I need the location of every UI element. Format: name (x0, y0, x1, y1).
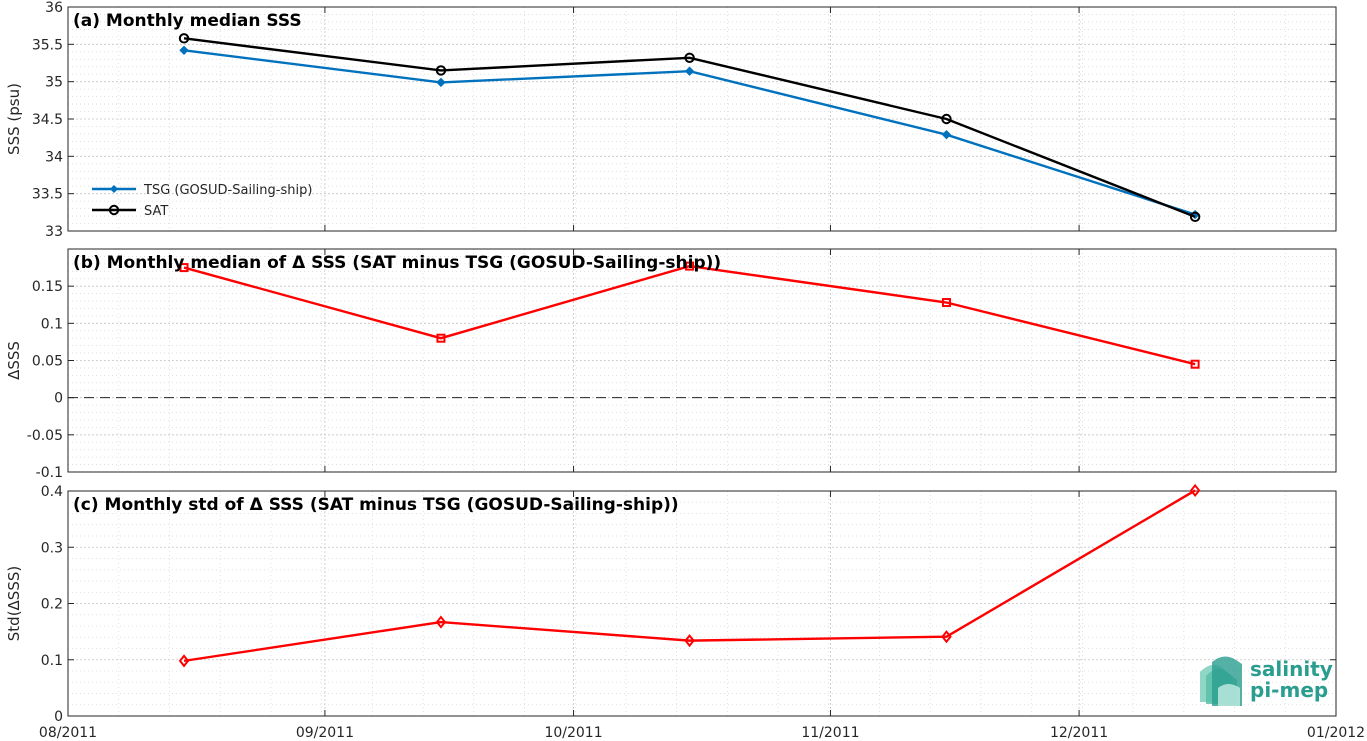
y-tick-label: 33.5 (32, 187, 63, 203)
data-point (179, 263, 189, 273)
panel-b: -0.1 -0.05 0 0.05 0.1 0.15 ΔSSS (b) Monthly med… (5, 248, 1337, 481)
legend-marker (110, 185, 118, 193)
data-point (436, 77, 446, 88)
x-tick-label: 12/2011 (1050, 725, 1108, 741)
series-tsg-gosud-sailing-ship- (179, 45, 1200, 220)
data-point (684, 66, 695, 76)
data-point (941, 630, 952, 644)
y-tick-label: -0.1 (36, 465, 63, 481)
y-tick-label: 0.2 (41, 597, 63, 613)
series-line (183, 264, 1196, 366)
data-point (435, 65, 447, 76)
y-tick-label: 33 (45, 224, 63, 240)
series-sat (178, 33, 1201, 223)
y-tick-label: 0 (54, 391, 63, 407)
data-point (435, 615, 447, 629)
series-delta-0 (178, 483, 1201, 668)
data-point (941, 129, 952, 140)
data-point (1189, 483, 1201, 498)
series-delta-0 (179, 261, 1200, 369)
series-line (183, 37, 1196, 218)
x-axis: 08/2011 09/2011 10/2011 11/2011 12/2011 01/20… (39, 725, 1365, 741)
data-point (436, 333, 446, 343)
y-tick-label: -0.05 (27, 428, 63, 444)
x-tick-label: 01/2012 (1307, 725, 1365, 741)
y-tick-label: 36 (45, 0, 63, 16)
data-point (178, 654, 190, 668)
y-tick-label: 0.15 (32, 279, 63, 295)
y-tick-label: 0.3 (41, 540, 63, 556)
y-axis-label: SSS (psu) (5, 83, 23, 155)
y-tick-label: 35.5 (32, 37, 63, 53)
data-point (685, 261, 695, 271)
y-tick-label: 34 (45, 149, 63, 165)
legend-label: TSG (GOSUD-Sailing-ship) (143, 183, 312, 198)
data-point (941, 298, 951, 308)
y-tick-label: 0.05 (32, 354, 63, 370)
chart-panels: 33 33.5 34 34.5 35 35.5 36 SSS (psu) (a) Monthly… (5, 0, 1337, 725)
logo-line2: pi-mep (1250, 678, 1328, 702)
panel-title: (c) Monthly std of Δ SSS (SAT minus TSG … (73, 495, 679, 515)
panel-c: 0 0.1 0.2 0.3 0.4 Std(ΔSSS) (c) Monthly std of… (5, 483, 1337, 725)
data-point (684, 52, 695, 63)
panel-title: (b) Monthly median of Δ SSS (SAT minus T… (73, 253, 721, 273)
legend-label: SAT (144, 204, 168, 219)
panel-title: (a) Monthly median SSS (73, 11, 302, 31)
x-tick-label: 09/2011 (296, 725, 354, 741)
data-point (178, 33, 190, 44)
legend-marker (108, 204, 120, 216)
logo-line1: salinity (1250, 657, 1333, 681)
y-tick-label: 0.1 (41, 653, 63, 669)
series-line (183, 489, 1196, 663)
data-point (179, 45, 189, 56)
y-axis-label: ΔSSS (5, 341, 23, 380)
data-point (1189, 211, 1201, 223)
y-tick-label: 0.4 (41, 484, 63, 500)
x-tick-label: 08/2011 (39, 725, 97, 741)
y-tick-label: 0 (54, 709, 63, 725)
y-tick-label: 35 (45, 75, 63, 91)
x-tick-label: 10/2011 (544, 725, 602, 741)
legend: TSG (GOSUD-Sailing-ship) SAT (92, 183, 312, 219)
y-tick-label: 34.5 (32, 112, 63, 128)
data-point (941, 113, 952, 125)
data-point (684, 634, 695, 648)
y-tick-label: 0.1 (41, 316, 63, 332)
panel-a: 33 33.5 34 34.5 35 35.5 36 SSS (psu) (a) Monthly… (5, 0, 1337, 240)
data-point (1190, 359, 1200, 369)
x-tick-label: 11/2011 (801, 725, 859, 741)
logo-wave-icon (1200, 656, 1242, 706)
y-axis-label: Std(ΔSSS) (5, 566, 23, 641)
salinity-pi-mep-logo: salinity pi-mep (1200, 656, 1333, 706)
